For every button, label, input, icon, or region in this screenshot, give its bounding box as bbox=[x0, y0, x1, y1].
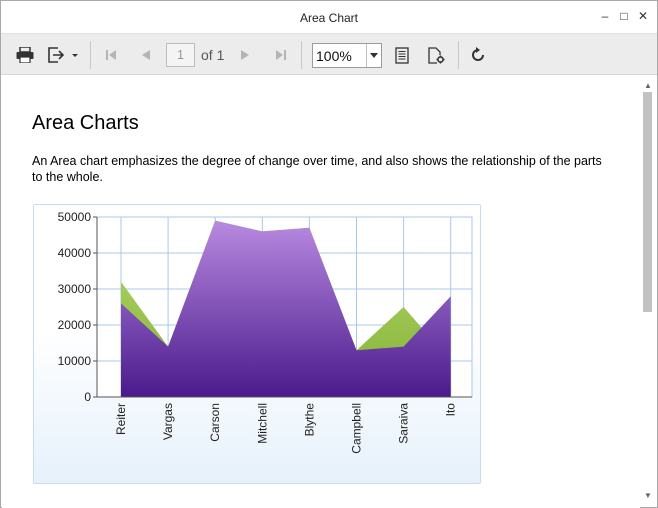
x-tick-label: Mitchell bbox=[255, 403, 269, 444]
y-tick-label: 10000 bbox=[58, 354, 92, 368]
close-button[interactable]: ✕ bbox=[637, 9, 649, 23]
area-chart: 50000 40000 30000 20000 10000 0 Reiter Vargas Ca… bbox=[33, 204, 481, 484]
x-tick-label: Ito bbox=[444, 403, 458, 417]
page-layout-icon bbox=[395, 46, 409, 64]
scroll-up-icon[interactable]: ▲ bbox=[644, 81, 652, 90]
maximize-button[interactable]: □ bbox=[620, 9, 628, 23]
area-chart-svg: 50000 40000 30000 20000 10000 0 Reiter Vargas Ca… bbox=[58, 210, 473, 454]
window-title: Area Chart bbox=[299, 11, 359, 25]
x-tick-label: Blythe bbox=[302, 403, 316, 437]
zoom-value: 100% bbox=[316, 48, 352, 64]
zoom-select[interactable]: 100% bbox=[312, 43, 382, 68]
title-bar: Area Chart – □ ✕ bbox=[1, 1, 657, 33]
scrollbar-thumb[interactable] bbox=[643, 92, 652, 312]
minimize-button[interactable]: – bbox=[601, 9, 609, 23]
scroll-down-icon[interactable]: ▼ bbox=[644, 491, 652, 500]
y-tick-label: 40000 bbox=[58, 246, 92, 260]
area-series-2 bbox=[121, 220, 451, 397]
y-tick-label: 30000 bbox=[58, 282, 92, 296]
x-tick-label: Saraiva bbox=[397, 403, 411, 444]
report-heading: Area Charts bbox=[32, 112, 139, 134]
refresh-button[interactable] bbox=[467, 43, 489, 67]
page-setup-button[interactable] bbox=[425, 43, 447, 67]
first-page-icon bbox=[106, 50, 116, 60]
y-tick-label: 20000 bbox=[58, 318, 92, 332]
x-tick-label: Campbell bbox=[350, 403, 364, 454]
toolbar-separator bbox=[90, 41, 91, 69]
next-page-button[interactable] bbox=[235, 43, 255, 67]
previous-page-button[interactable] bbox=[136, 43, 156, 67]
report-page: Area Charts An Area chart emphasizes the… bbox=[2, 76, 640, 508]
refresh-icon bbox=[472, 47, 484, 61]
page-layout-button[interactable] bbox=[391, 43, 413, 67]
page-setup-icon bbox=[427, 46, 444, 64]
x-tick-label: Reiter bbox=[114, 403, 128, 435]
vertical-scrollbar[interactable]: ▲ ▼ bbox=[641, 76, 657, 507]
page-number-input[interactable]: 1 bbox=[166, 43, 195, 67]
page-count-label: of 1 bbox=[201, 47, 225, 63]
x-tick-label: Vargas bbox=[161, 403, 175, 440]
report-description: An Area chart emphasizes the degree of c… bbox=[32, 154, 602, 184]
last-page-button[interactable] bbox=[271, 43, 291, 67]
y-tick-label: 0 bbox=[84, 390, 91, 404]
previous-page-icon bbox=[142, 50, 150, 60]
toolbar-separator bbox=[458, 41, 459, 69]
toolbar: 1 of 1 100% bbox=[1, 33, 657, 75]
last-page-icon bbox=[276, 50, 286, 60]
chevron-down-icon[interactable] bbox=[366, 44, 381, 67]
first-page-button[interactable] bbox=[101, 43, 121, 67]
export-icon bbox=[48, 47, 78, 63]
toolbar-separator bbox=[301, 41, 302, 69]
print-icon bbox=[16, 47, 34, 63]
print-button[interactable] bbox=[13, 43, 37, 67]
y-tick-label: 50000 bbox=[58, 210, 92, 224]
next-page-icon bbox=[241, 50, 249, 60]
x-tick-label: Carson bbox=[208, 403, 222, 442]
export-button[interactable] bbox=[45, 43, 83, 67]
